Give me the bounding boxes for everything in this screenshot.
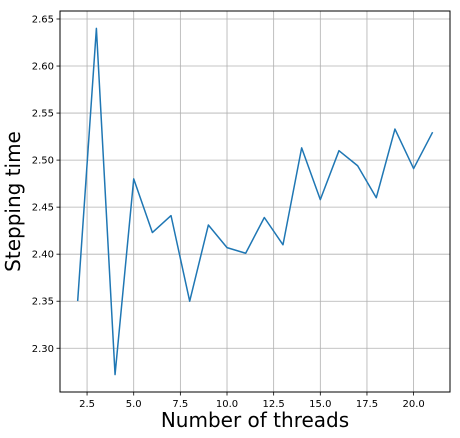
series-line <box>76 27 434 376</box>
x-tick-label: 5.0 <box>126 399 142 410</box>
x-tick-label: 17.5 <box>356 399 378 410</box>
x-axis: 2.5 5.0 7.5 10.0 12.5 15.0 17.5 20.0 <box>79 392 425 410</box>
y-axis: 2.30 2.35 2.40 2.45 2.50 2.55 2.60 2.65 <box>32 14 60 355</box>
y-tick-label: 2.65 <box>32 14 54 25</box>
grid-lines <box>60 11 450 392</box>
y-tick-label: 2.60 <box>32 62 54 73</box>
y-tick-label: 2.40 <box>32 250 54 261</box>
y-tick-label: 2.35 <box>32 297 54 308</box>
x-tick-label: 15.0 <box>309 399 331 410</box>
y-axis-title: Stepping time <box>1 131 25 272</box>
y-tick-label: 2.45 <box>32 203 54 214</box>
x-tick-label: 7.5 <box>172 399 188 410</box>
y-tick-label: 2.30 <box>32 344 54 355</box>
x-tick-label: 12.5 <box>263 399 285 410</box>
x-tick-label: 10.0 <box>216 399 238 410</box>
x-tick-label: 2.5 <box>79 399 95 410</box>
x-axis-title: Number of threads <box>161 408 349 432</box>
y-tick-label: 2.50 <box>32 156 54 167</box>
plot-frame <box>59 10 451 393</box>
y-tick-label: 2.55 <box>32 109 54 120</box>
plot-background <box>60 11 450 392</box>
x-tick-label: 20.0 <box>402 399 424 410</box>
series-layer <box>76 27 434 376</box>
